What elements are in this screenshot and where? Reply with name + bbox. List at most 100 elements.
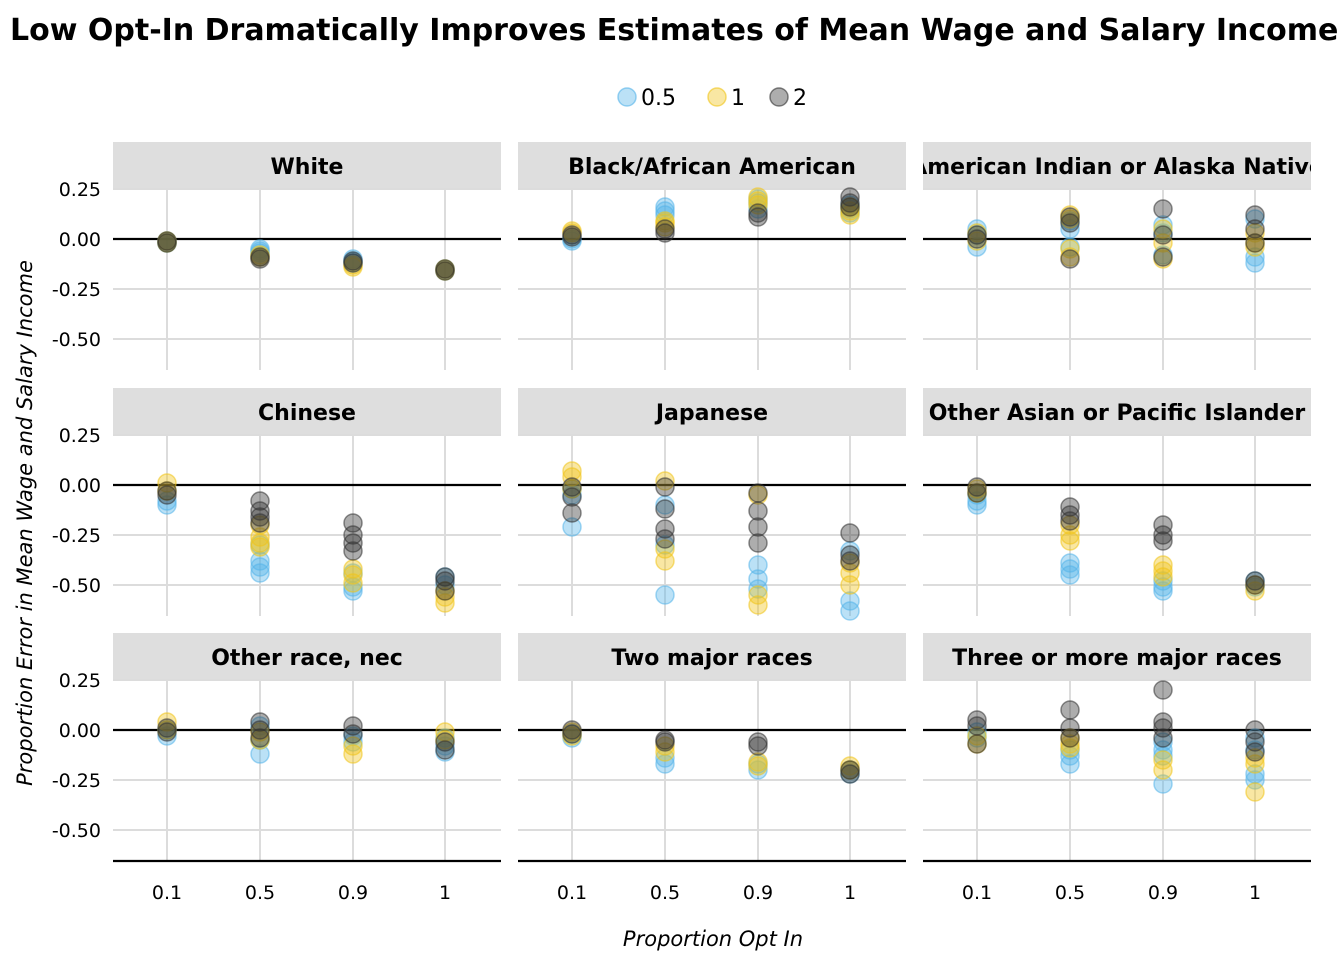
data-point-series-2: [562, 477, 582, 497]
facet-panel: American Indian or Alaska Native: [910, 142, 1324, 370]
data-point-series-2: [840, 523, 860, 543]
data-point-series-2: [562, 227, 582, 247]
facet-strip: [113, 388, 501, 435]
data-point-series-2: [1153, 247, 1173, 267]
facet-title: Japanese: [654, 401, 768, 426]
facet-panel: Other Asian or Pacific Islander: [923, 388, 1311, 616]
data-point-series-2: [1060, 700, 1080, 720]
y-tick-label: 0.25: [59, 425, 101, 447]
data-point-series-1: [250, 537, 270, 557]
data-point-series-1: [1153, 760, 1173, 780]
data-point-series-2: [1153, 515, 1173, 535]
facet-strip: [923, 388, 1311, 435]
data-point-series-2: [343, 716, 363, 736]
x-axis-label: Proportion Opt In: [623, 927, 803, 951]
data-point-series-2: [967, 710, 987, 730]
data-point-series-2: [748, 736, 768, 756]
legend-item-1: 1: [707, 86, 745, 111]
data-point-series-2: [1060, 511, 1080, 531]
data-point-series-1: [1153, 561, 1173, 581]
facet-title: White: [271, 155, 344, 180]
data-point-series-2: [1245, 575, 1265, 595]
data-point-series-2: [1245, 732, 1265, 752]
y-tick-label: 0.25: [59, 179, 101, 201]
data-point-series-2: [655, 732, 675, 752]
data-point-series-0.5: [1060, 565, 1080, 585]
data-point-series-1: [157, 712, 177, 732]
data-point-series-0.5: [748, 555, 768, 575]
facet-title: American Indian or Alaska Native: [910, 155, 1324, 180]
data-point-series-2: [435, 740, 455, 760]
data-point-series-2: [655, 529, 675, 549]
data-point-series-2: [250, 720, 270, 740]
legend-label-1: 1: [731, 86, 745, 111]
data-point-series-2: [435, 581, 455, 601]
data-point-series-1: [250, 527, 270, 547]
data-point-series-2: [1153, 531, 1173, 551]
data-point-series-2: [840, 545, 860, 565]
data-point-series-2: [967, 483, 987, 503]
data-point-series-2: [748, 517, 768, 537]
data-point-series-0.5: [1245, 247, 1265, 267]
legend-label-2: 2: [793, 86, 807, 111]
data-point-series-2: [343, 533, 363, 553]
data-point-series-1: [1060, 239, 1080, 259]
data-point-series-2: [1245, 742, 1265, 762]
y-tick-label: -0.25: [52, 770, 101, 792]
data-point-series-2: [157, 485, 177, 505]
facet-panel: Japanese: [518, 388, 906, 621]
data-point-series-2: [840, 764, 860, 784]
data-point-series-2: [1153, 225, 1173, 245]
data-point-series-2: [1153, 680, 1173, 700]
facet-strip: [923, 633, 1311, 680]
data-point-series-2: [655, 477, 675, 497]
data-point-series-1: [343, 744, 363, 764]
facet-title: Chinese: [258, 401, 356, 426]
facet-panel: Black/African American: [518, 142, 906, 370]
data-point-series-2: [748, 501, 768, 521]
data-point-series-1: [967, 726, 987, 746]
data-point-series-1: [1153, 219, 1173, 239]
data-point-series-2: [343, 525, 363, 545]
data-point-series-2: [748, 533, 768, 553]
y-tick-label: 0.00: [59, 475, 101, 497]
legend-swatch-2: [769, 87, 789, 107]
data-point-series-2: [655, 499, 675, 519]
data-point-series-2: [1060, 718, 1080, 738]
data-point-series-2: [562, 724, 582, 744]
facet-title: Other Asian or Pacific Islander: [929, 401, 1306, 426]
y-tick-label: 0.25: [59, 670, 101, 692]
data-point-series-0.5: [748, 569, 768, 589]
data-point-series-2: [840, 551, 860, 571]
x-tick-label: 0.9: [1148, 882, 1178, 904]
facet-panel: White 0.25 0.00 -0.25 -0.50: [52, 142, 501, 370]
y-tick-label: -0.25: [52, 525, 101, 547]
data-point-series-2: [1060, 505, 1080, 525]
x-tick-label: 0.1: [152, 882, 182, 904]
data-point-series-2: [1060, 213, 1080, 233]
y-tick-label: 0.00: [59, 720, 101, 742]
facet-strip: [518, 142, 906, 189]
legend-swatch-0.5: [617, 87, 637, 107]
data-point-series-1: [748, 756, 768, 776]
y-tick-label: -0.50: [52, 820, 101, 842]
data-point-series-0.5: [1153, 581, 1173, 601]
data-point-series-1: [655, 471, 675, 491]
data-point-series-1: [1060, 738, 1080, 758]
facet-panel: Chinese 0.25 0.00 -0.25 -0.50: [52, 388, 501, 616]
data-point-series-2: [250, 507, 270, 527]
data-point-series-1: [435, 587, 455, 607]
data-point-series-2: [435, 732, 455, 752]
legend-item-0.5: 0.5: [617, 86, 676, 111]
y-tick-label: -0.25: [52, 279, 101, 301]
data-point-series-0.5: [343, 581, 363, 601]
data-point-series-1: [748, 585, 768, 605]
data-point-series-2: [748, 207, 768, 227]
data-point-series-2: [1153, 199, 1173, 219]
data-point-series-0.5: [1060, 754, 1080, 774]
data-point-series-2: [1153, 718, 1173, 738]
data-point-series-1: [1245, 748, 1265, 768]
facet-strip: [518, 633, 906, 680]
data-point-series-2: [1153, 728, 1173, 748]
